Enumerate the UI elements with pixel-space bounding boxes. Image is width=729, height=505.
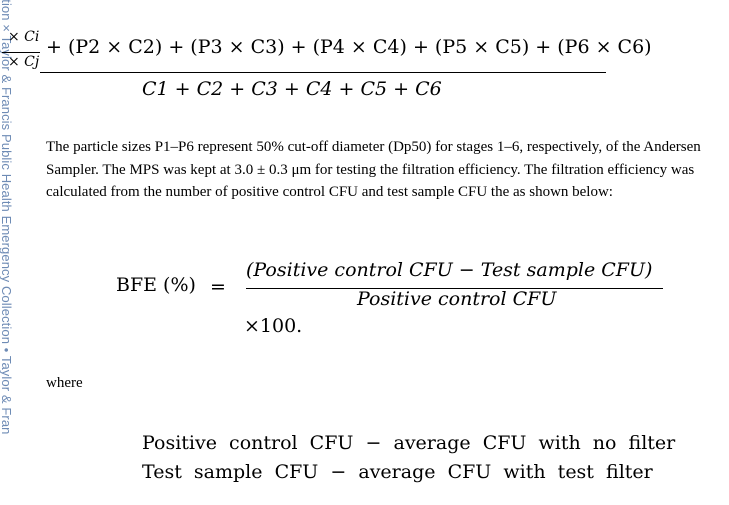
- bfe-equals-sign: =: [210, 276, 226, 298]
- top-equation-numerator: + (P2 × C2) + (P3 × C3) + (P4 × C4) + (P…: [46, 36, 652, 58]
- bfe-equation-lhs: BFE (%): [116, 274, 196, 296]
- bfe-multiplier: ×100.: [244, 315, 303, 337]
- top-fraction-numerator: × Ci: [8, 29, 40, 45]
- bfe-equation-numerator: (Positive control CFU − Test sample CFU): [246, 259, 653, 281]
- collection-watermark-strip: ollection × Taylor & Francis Public Heal…: [0, 0, 16, 505]
- bfe-equation-denominator: Positive control CFU: [357, 288, 557, 310]
- definition-test-sample: Test sample CFU − average CFU with test …: [142, 461, 653, 483]
- where-label: where: [46, 375, 83, 391]
- definition-positive-control: Positive control CFU − average CFU with …: [142, 432, 676, 454]
- top-equation-denominator: C1 + C2 + C3 + C4 + C5 + C6: [142, 78, 442, 100]
- top-equation-fraction-bar: [40, 72, 606, 73]
- top-equation-fraction: × Ci × Cj: [0, 28, 46, 72]
- top-fraction-denominator: × Cj: [8, 54, 40, 70]
- body-paragraph: The particle sizes P1–P6 represent 50% c…: [46, 139, 701, 200]
- top-fraction-bar: [2, 52, 40, 53]
- bfe-fraction-bar: [246, 288, 663, 289]
